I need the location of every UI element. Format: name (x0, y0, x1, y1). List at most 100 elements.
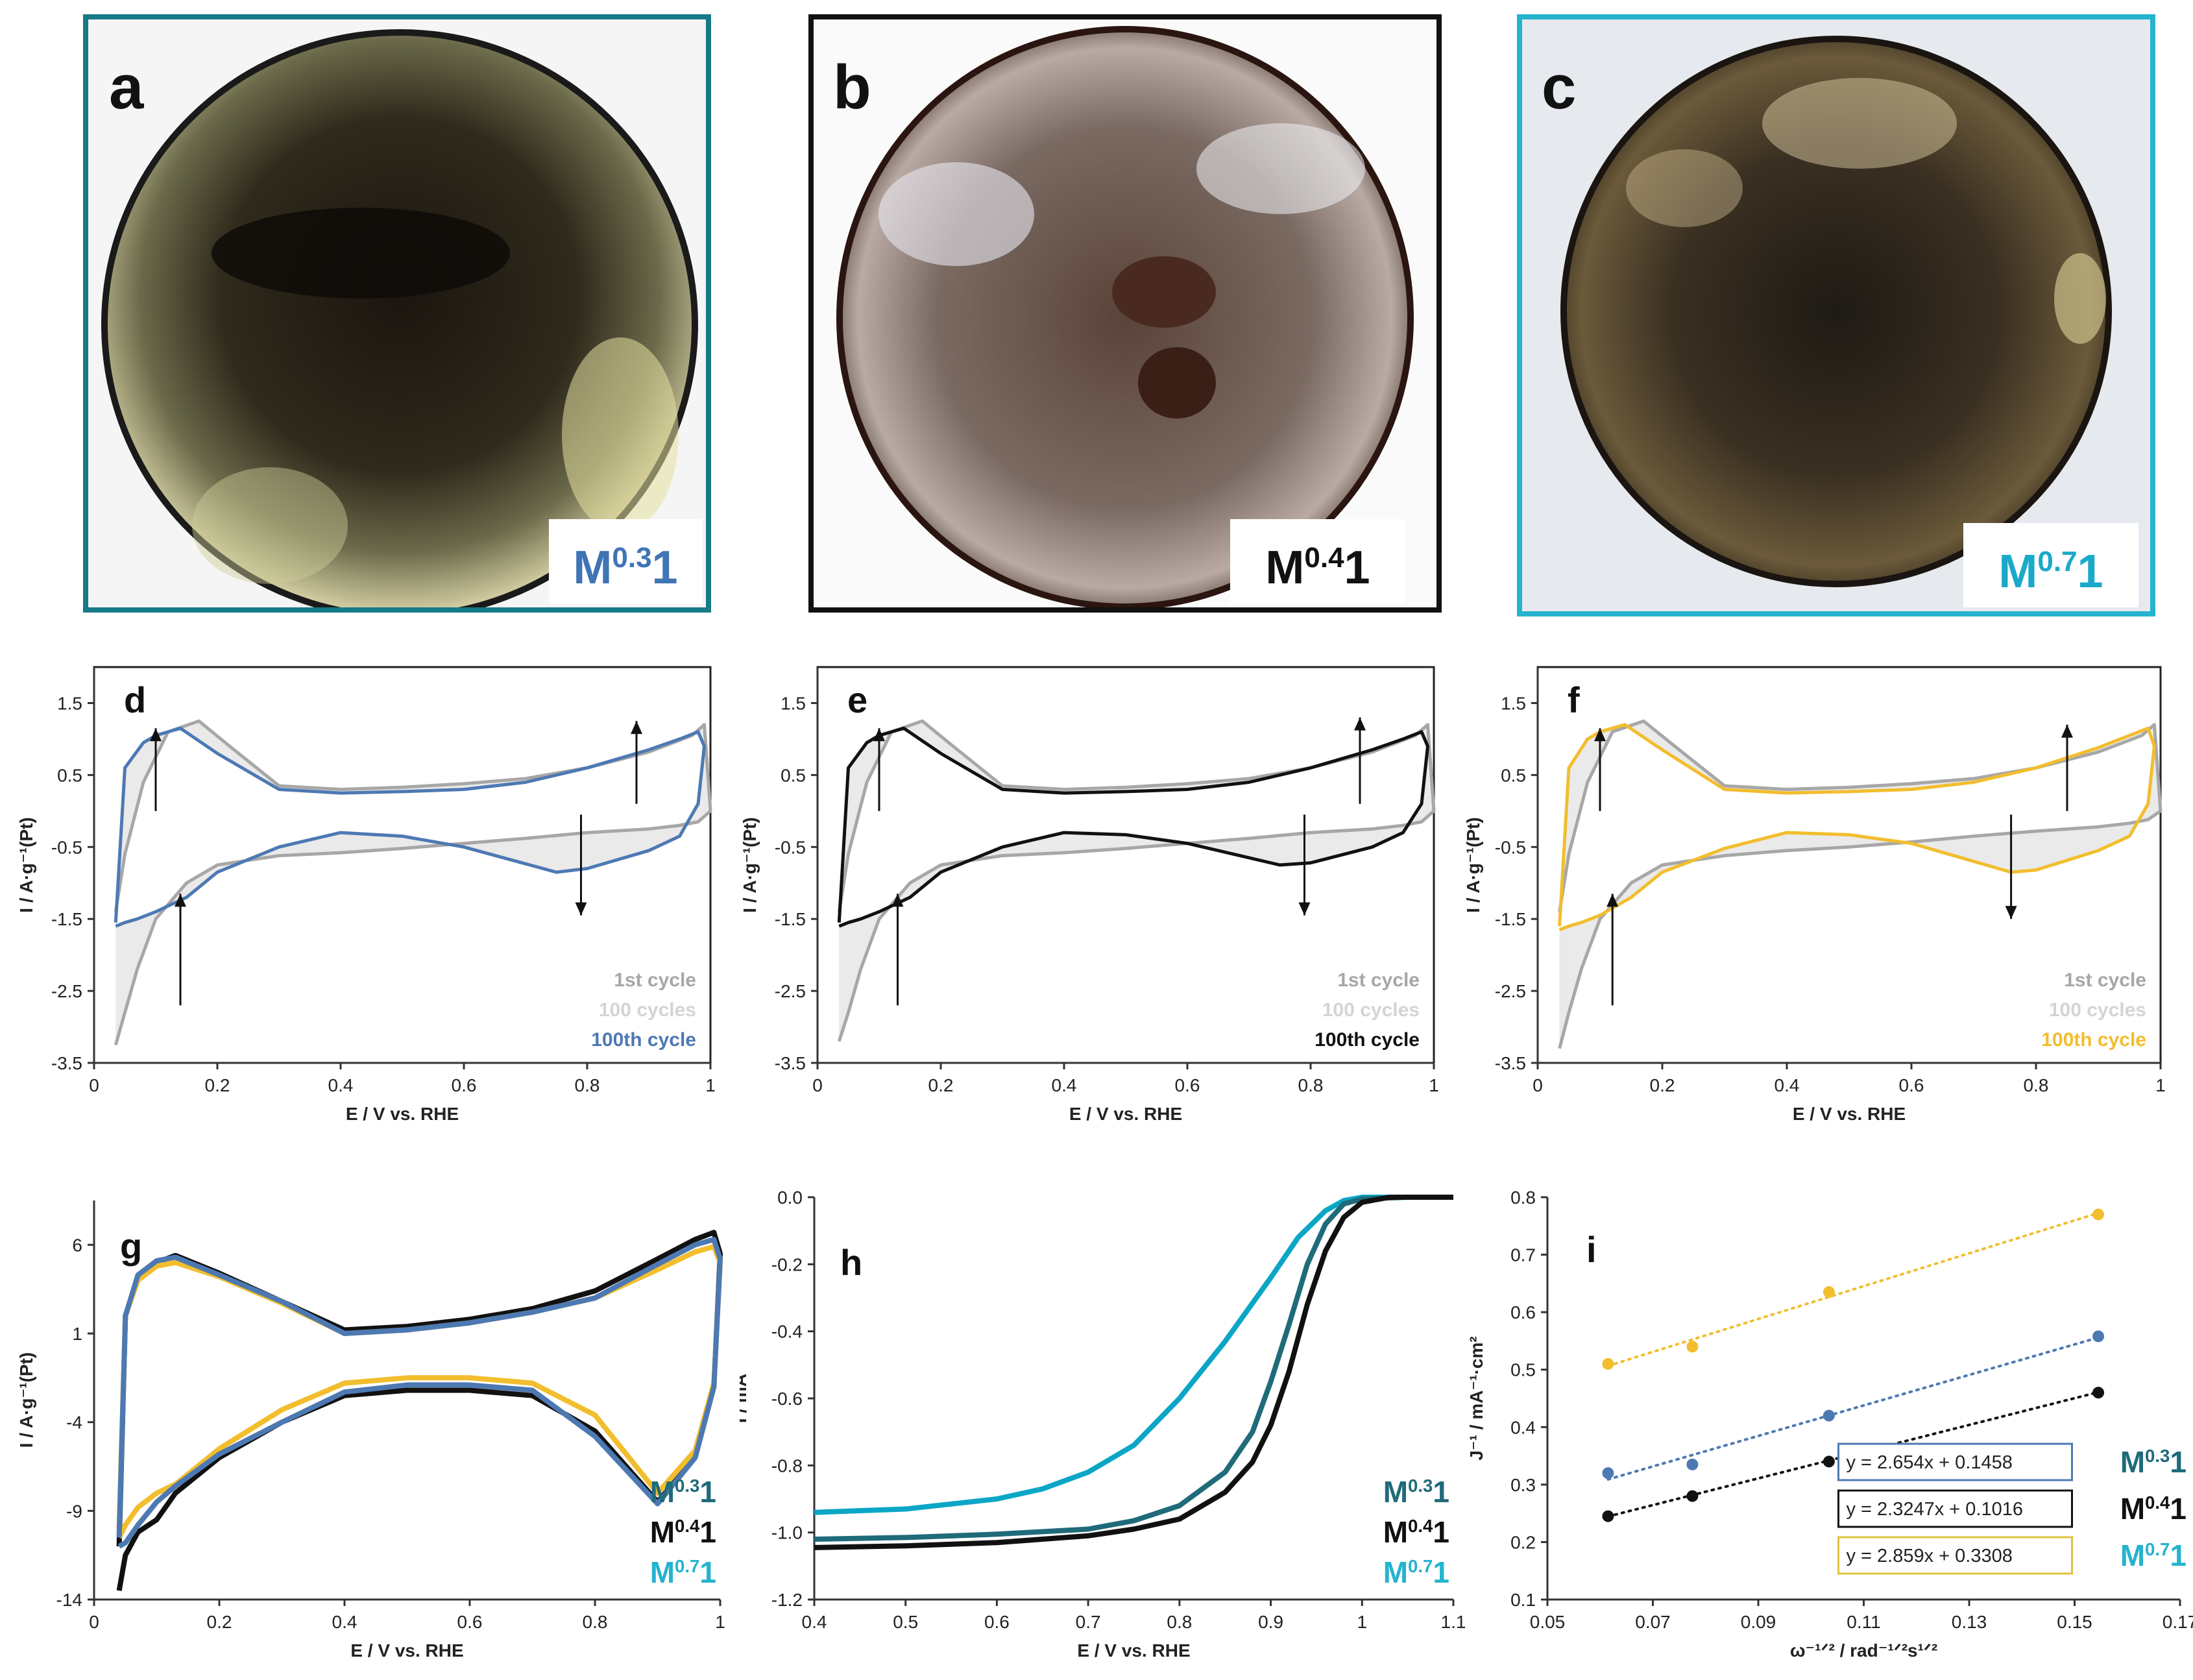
x-tick-label: 0 (89, 1075, 99, 1095)
y-tick-label: 0.5 (1501, 765, 1526, 785)
y-tick-label: -3.5 (775, 1053, 806, 1073)
arrow-head (891, 894, 904, 907)
data-point (1602, 1510, 1614, 1522)
x-tick-label: 0.13 (1952, 1612, 1987, 1632)
y-axis-label: I / mA (740, 1374, 750, 1423)
x-tick-label: 0.11 (1847, 1612, 1880, 1632)
y-tick-label: -0.2 (771, 1254, 803, 1274)
y-tick-label: -14 (56, 1590, 82, 1610)
arrow-head (575, 902, 587, 916)
series-line (837, 719, 1436, 1042)
sample-label-c-sup: 0.7 (2037, 546, 2078, 578)
data-point (2092, 1208, 2105, 1221)
legend-sample-label: M0.31 (1383, 1475, 1449, 1509)
y-tick-label: 0.6 (1510, 1302, 1536, 1322)
equation-box (1837, 1443, 2073, 1481)
equation-sample-label: M0.31 (2120, 1445, 2187, 1479)
equation-text: y = 2.654x + 0.1458 (1847, 1452, 2013, 1473)
y-tick-label: 1.5 (781, 693, 806, 713)
x-tick-label: 0.5 (893, 1612, 918, 1632)
photo-panel-b (808, 14, 1442, 613)
y-tick-label: -0.4 (771, 1322, 803, 1342)
photo-panel-a (83, 14, 711, 620)
equation-sample-label: M0.71 (2120, 1539, 2187, 1572)
y-tick-label: -2.5 (1495, 981, 1526, 1001)
legend-entry: 100th cycle (1315, 1029, 1420, 1051)
x-axis-label: E / V vs. RHE (346, 1104, 459, 1124)
y-tick-label: 0.5 (1510, 1360, 1536, 1380)
y-axis-label: I / A·g⁻¹(Pt) (1463, 817, 1483, 912)
sample-label-a-sup: 0.3 (612, 542, 652, 574)
data-point (1823, 1409, 1835, 1422)
y-tick-label: 0.5 (781, 765, 806, 785)
x-axis-label: ω⁻¹ᐟ² / rad⁻¹ᐟ²s¹ᐟ² (1790, 1640, 1937, 1661)
arrow-head (1354, 717, 1366, 731)
legend-entry: 100 cycles (1322, 999, 1420, 1021)
data-point (1686, 1341, 1699, 1353)
y-tick-label: 0.7 (1510, 1245, 1536, 1265)
chart-panel-h: 0.4 0.5 0.6 0.7 0.8 0.9 1 1.1 0.0 -0.2 -0.4 -0.6 -0.… (740, 1187, 1466, 1661)
x-tick-label: 1 (1357, 1612, 1367, 1632)
legend-entry: 1st cycle (1337, 969, 1420, 991)
electrode-photo-b (814, 19, 1436, 610)
x-tick-label: 1 (715, 1612, 725, 1632)
y-tick-label: -3.5 (51, 1053, 82, 1073)
y-tick-label: -0.6 (771, 1389, 803, 1409)
equation-box (1837, 1536, 2073, 1575)
panel-letter-f: f (1568, 679, 1580, 720)
legend-sample-label: M0.41 (1383, 1515, 1449, 1549)
x-tick-label: 0.7 (1076, 1612, 1101, 1632)
x-tick-label: 0.4 (332, 1612, 357, 1632)
chart-panel-g: 0 0.2 0.4 0.6 0.8 1 6 1 -4 -9 -14 E / V vs. RHE I / … (16, 1200, 725, 1661)
y-tick-label: 1.5 (57, 693, 82, 713)
panel-letter-h: h (840, 1242, 862, 1283)
x-tick-label: 0.2 (928, 1075, 954, 1095)
y-tick-label: -1.5 (775, 909, 806, 929)
sample-label-c-tail: 1 (2077, 546, 2103, 598)
sample-label-a: M0.31 (549, 519, 702, 603)
series-line (814, 1195, 1453, 1550)
data-point (1823, 1286, 1835, 1298)
y-axis-label: J⁻¹ / mA⁻¹·cm² (1466, 1336, 1486, 1460)
legend-entry: 1st cycle (614, 969, 696, 991)
arrow-head (631, 721, 642, 735)
x-tick-label: 0.4 (328, 1075, 354, 1095)
x-axis-label: E / V vs. RHE (1069, 1104, 1182, 1124)
x-tick-label: 0 (812, 1075, 823, 1095)
data-point (1686, 1490, 1699, 1502)
x-tick-label: 0.6 (457, 1612, 483, 1632)
legend-entry: 100 cycles (2049, 999, 2146, 1021)
y-tick-label: -9 (66, 1501, 82, 1521)
y-tick-label: 6 (72, 1235, 82, 1255)
y-tick-label: 0.4 (1510, 1417, 1536, 1437)
x-tick-label: 0.2 (1650, 1075, 1675, 1095)
x-tick-label: 0.07 (1635, 1612, 1671, 1632)
y-tick-label: -4 (66, 1413, 82, 1433)
y-axis-label: I / A·g⁻¹(Pt) (740, 817, 760, 912)
chart-panel-f: 0 0.2 0.4 0.6 0.8 1 1.5 0.5 -0.5 -1.5 -2.5 -3.5 E / … (1463, 666, 2166, 1124)
y-tick-label: -1.5 (51, 909, 82, 929)
x-axis-label: E / V vs. RHE (1077, 1640, 1190, 1661)
sample-label-c: M0.71 (1963, 523, 2138, 607)
arrow-head (150, 728, 162, 742)
sample-label-b-sup: 0.4 (1304, 542, 1344, 574)
panel-letter-c: c (1542, 53, 1577, 122)
panel-letter-d: d (124, 679, 146, 720)
x-tick-label: 0.8 (2024, 1075, 2049, 1095)
x-tick-label: 0 (1533, 1075, 1543, 1095)
x-tick-label: 1 (2155, 1075, 2166, 1095)
electrode-photo-a (88, 19, 706, 620)
x-tick-label: 0.8 (1167, 1612, 1192, 1632)
x-tick-label: 0.9 (1258, 1612, 1283, 1632)
y-tick-label: -0.8 (771, 1455, 803, 1476)
data-point (1823, 1455, 1835, 1468)
y-tick-label: 0.1 (1510, 1590, 1536, 1610)
data-point (2092, 1387, 2105, 1399)
sample-label-a-base: M (573, 542, 612, 594)
sample-label-a-tail: 1 (651, 542, 678, 594)
series-line (114, 719, 712, 1045)
panel-letter-i: i (1586, 1229, 1597, 1270)
y-tick-label: 1.5 (1501, 693, 1526, 713)
legend-entry: 1st cycle (2064, 969, 2146, 991)
